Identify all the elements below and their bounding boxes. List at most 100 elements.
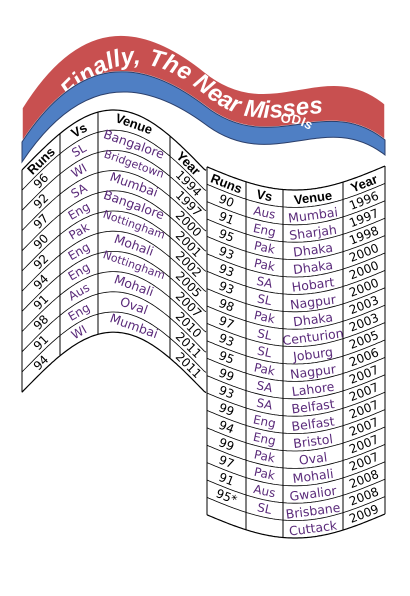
odis-header-vs: Vs [255,186,274,204]
odis-cell-venue: Mumbai [287,204,338,225]
section-band [21,71,386,164]
odis-row-rule [206,200,386,226]
odis-cell-runs: 91 [217,209,236,228]
odis-cell-vs: Eng [252,430,277,448]
odis-cell-vs: Aus [252,482,277,500]
tests-cell-runs: 97 [31,211,52,232]
odis-row-rule [206,461,386,487]
odis-cell-venue: Lahore [291,379,336,399]
tests-cell-vs: Aus [66,280,92,303]
odis-cell-venue: Dhaka [292,309,333,329]
tests-cell-runs: 92 [31,252,52,273]
tests-cell-vs: Pak [66,220,91,243]
odis-cell-runs: 93 [217,383,236,402]
odis-cell-venue: Brisbane [285,500,342,522]
odis-cell-venue: Belfast [291,396,336,416]
odis-row-rule [206,183,386,208]
odis-cell-vs: Pak [253,239,277,257]
odis-cell-runs: 91 [217,470,236,489]
tests-row-rule [21,331,207,394]
odis-cell-venue: Hobart [291,274,335,294]
odis-row-rule [206,496,386,521]
odis-cell-vs: Aus [252,204,277,222]
tests-cell-runs: 98 [31,312,52,333]
tests-cell-vs: WI [69,161,89,181]
odis-cell-vs: Pak [253,256,277,274]
odis-cell-runs: 93 [217,261,236,280]
tests-cell-runs: 91 [31,332,52,353]
odis-row-rule [206,304,386,330]
odis-cell-vs: SA [255,396,274,413]
odis-row-rule [206,217,386,243]
odis-row-rule [206,165,386,191]
odis-cell-venue: Dhaka [292,257,333,277]
odis-cell-runs: 97 [217,453,236,472]
odis-row-rule [206,391,386,417]
odis-cell-vs: Pak [253,308,277,326]
odis-cell-runs: 94 [217,418,236,437]
odis-cell-venue: Belfast [291,413,336,433]
odis-cell-vs: Eng [252,221,277,239]
odis-row-rule [206,426,386,452]
odis-cell-runs: 95* [214,486,239,507]
odis-cell-runs: 99 [217,366,236,385]
odis-row-rule [206,252,386,278]
tests-row-rule [21,251,207,313]
tests-cell-runs: 92 [31,191,52,212]
odis-row-rule [206,513,386,539]
odis-row-rule [206,287,386,313]
odis-cell-runs: 99 [217,435,236,454]
odis-cell-vs: Pak [253,360,277,378]
odis-cell-venue: Oval [298,449,328,468]
tests-row-rule [21,150,207,212]
odis-cell-vs: SL [256,500,273,517]
tests-cell-vs: SL [69,141,89,160]
tests-cell-runs: 94 [31,272,52,293]
tests-row-rule [21,311,207,373]
odis-row-rule [206,444,386,469]
tests-cell-vs: Eng [66,240,93,264]
tests-cell-vs: WI [69,322,89,342]
tests-cell-vs: Eng [66,199,93,223]
odis-cell-venue: Sharjah [288,222,337,243]
odis-cell-venue: Gwalior [289,483,339,504]
tests-row-rule [21,210,207,272]
odis-cell-vs: Pak [253,447,277,465]
odis-cell-venue: Cuttack [288,517,339,538]
odis-cell-runs: 93 [217,244,236,263]
tests-row-rule [21,230,207,292]
tests-row-rule [21,190,207,252]
tests-cell-venue: Mumbai [108,310,160,341]
tests-cell-runs: 91 [31,292,52,313]
odis-cell-venue: Mohali [292,466,335,486]
tests-cell-runs: 94 [31,353,52,374]
odis-cell-venue: Joburg [291,344,334,364]
odis-cell-runs: 93 [217,331,236,350]
odis-row-rule [206,235,386,260]
tests-cell-vs: Eng [66,300,93,324]
odis-cell-venue: Bristol [292,431,333,451]
odis-row-rule [206,322,386,347]
tests-row-rule [21,109,207,171]
odis-row-rule [206,409,386,434]
odis-cell-runs: 90 [217,192,236,211]
odis-cell-vs: SL [256,344,273,361]
tests-header-vs: Vs [68,120,89,141]
odis-row-rule [206,270,386,295]
odis-row-rule [206,374,386,400]
tests-row-rule [21,291,207,353]
odis-cell-runs: 95 [217,226,236,245]
tests-row-rule [21,271,207,333]
tests-section-label: Tests [98,96,133,113]
odis-cell-vs: SL [256,291,273,308]
odis-cell-runs: 98 [217,296,236,315]
odis-cell-runs: 97 [217,313,236,332]
odis-cell-vs: SA [255,274,274,291]
odis-cell-vs: Eng [252,412,277,430]
tests-cell-vs: Eng [66,260,93,284]
odis-header-venue: Venue [293,188,333,208]
tests-cell-runs: 90 [31,231,52,252]
